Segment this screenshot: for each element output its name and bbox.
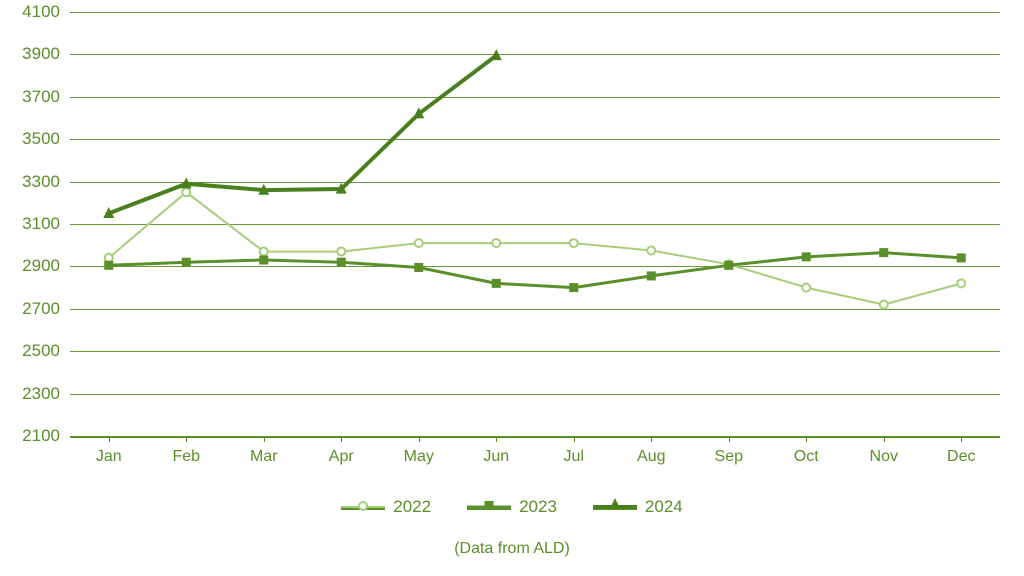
legend-label: 2022 bbox=[393, 497, 431, 517]
legend-item-2024: 2024 bbox=[593, 497, 683, 517]
y-axis-label: 2500 bbox=[22, 341, 70, 361]
x-tick bbox=[496, 436, 497, 442]
y-axis-label: 2100 bbox=[22, 426, 70, 446]
chart-footer: (Data from ALD) bbox=[0, 540, 1024, 558]
x-axis-labels: Jan Feb Mar Apr May Jun Jul Aug Sep Oct Nov Dec bbox=[70, 448, 1000, 472]
x-axis-label: May bbox=[404, 448, 434, 466]
plot-area: 2100230025002700290031003300350037003900… bbox=[70, 12, 1000, 438]
x-axis-label: Mar bbox=[250, 448, 278, 466]
gridline bbox=[70, 436, 1000, 437]
series-2024 bbox=[70, 12, 1000, 436]
y-axis-label: 3300 bbox=[22, 172, 70, 192]
x-axis-label: Oct bbox=[794, 448, 819, 466]
y-axis-label: 2700 bbox=[22, 299, 70, 319]
legend-item-2023: 2023 bbox=[467, 497, 557, 517]
x-tick bbox=[419, 436, 420, 442]
y-axis-label: 2300 bbox=[22, 384, 70, 404]
x-tick bbox=[729, 436, 730, 442]
x-tick bbox=[186, 436, 187, 442]
x-tick bbox=[961, 436, 962, 442]
y-axis-label: 3900 bbox=[22, 44, 70, 64]
legend-item-2022: 2022 bbox=[341, 497, 431, 517]
x-axis-label: Feb bbox=[172, 448, 200, 466]
y-axis-label: 3100 bbox=[22, 214, 70, 234]
y-axis-label: 2900 bbox=[22, 256, 70, 276]
x-axis-label: Jun bbox=[483, 448, 509, 466]
x-axis-label: Nov bbox=[870, 448, 898, 466]
x-tick bbox=[341, 436, 342, 442]
x-tick bbox=[806, 436, 807, 442]
y-axis-label: 3700 bbox=[22, 87, 70, 107]
x-tick bbox=[651, 436, 652, 442]
x-axis-label: Apr bbox=[329, 448, 354, 466]
x-axis-label: Aug bbox=[637, 448, 665, 466]
triangle-icon bbox=[607, 497, 622, 517]
x-axis-label: Dec bbox=[947, 448, 975, 466]
x-axis-label: Sep bbox=[715, 448, 743, 466]
y-axis-label: 4100 bbox=[22, 2, 70, 22]
x-axis-label: Jan bbox=[96, 448, 122, 466]
x-tick bbox=[109, 436, 110, 442]
x-axis-label: Jul bbox=[564, 448, 584, 466]
legend-label: 2023 bbox=[519, 497, 557, 517]
line-chart: 2100 2300 2500 2700 2900 3100 3300 3500 3700 3900… bbox=[0, 0, 1024, 576]
x-tick bbox=[884, 436, 885, 442]
square-icon bbox=[483, 497, 496, 517]
legend-label: 2024 bbox=[645, 497, 683, 517]
footer-text: (Data from ALD) bbox=[454, 540, 570, 557]
circle-icon bbox=[357, 497, 369, 517]
x-tick bbox=[574, 436, 575, 442]
chart-legend: 2022 2023 2024 bbox=[0, 492, 1024, 517]
x-tick bbox=[264, 436, 265, 442]
y-axis-label: 3500 bbox=[22, 129, 70, 149]
